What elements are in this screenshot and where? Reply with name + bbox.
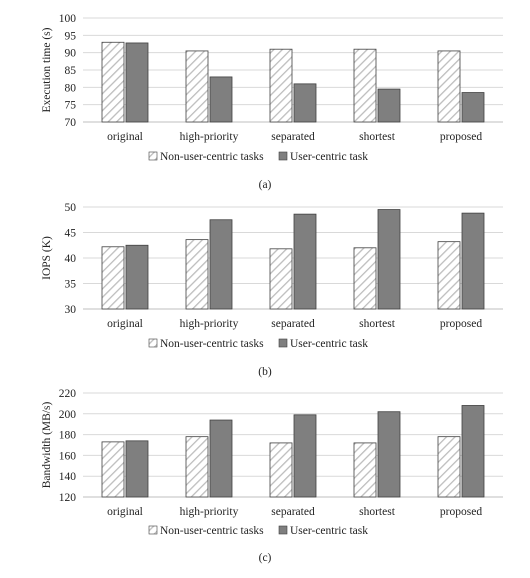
y-tick-label: 100 (59, 13, 77, 25)
bar-user-centric (209, 419, 233, 498)
x-category-label: proposed (440, 506, 482, 518)
bar-non-user-centric (269, 248, 293, 310)
x-category-label: high-priority (180, 318, 239, 330)
chart-0: 70 75 80 85 90 95 100 Execution time (s) origina… (41, 13, 503, 191)
bar-non-user-centric (185, 50, 209, 123)
y-tick-label: 180 (59, 430, 77, 442)
bar-non-user-centric (353, 442, 377, 498)
x-category-label: separated (271, 318, 315, 330)
legend-user-centric-swatch (278, 338, 288, 348)
x-category-label: high-priority (180, 131, 239, 143)
bar-non-user-centric (269, 48, 293, 123)
y-tick-label: 90 (65, 48, 77, 60)
x-category-label: proposed (440, 131, 482, 143)
bar-user-centric (293, 414, 317, 498)
x-category-label: original (107, 131, 143, 143)
bar-user-centric (209, 219, 233, 310)
y-tick-label: 45 (65, 228, 77, 240)
bar-non-user-centric (101, 41, 125, 123)
bar-non-user-centric (185, 436, 209, 498)
chart-caption: (c) (259, 552, 272, 564)
bar-user-centric (377, 88, 401, 123)
bar-user-centric (377, 209, 401, 310)
x-category-label: proposed (440, 318, 482, 330)
y-tick-label: 75 (65, 100, 77, 112)
x-category-label: original (107, 318, 143, 330)
y-tick-label: 50 (65, 202, 77, 214)
chart-caption: (a) (259, 179, 272, 191)
legend-non-user-centric-label: Non-user-centric tasks (160, 151, 264, 163)
bar-user-centric (293, 83, 317, 123)
legend-user-centric-swatch (278, 151, 288, 161)
y-tick-label: 160 (59, 450, 77, 462)
y-tick-label: 140 (59, 471, 77, 483)
legend-non-user-centric-swatch (148, 525, 158, 535)
x-category-label: shortest (359, 131, 396, 143)
y-tick-label: 120 (59, 492, 77, 504)
bar-non-user-centric (437, 50, 461, 123)
bar-user-centric (209, 76, 233, 123)
y-axis-label: Execution time (s) (41, 27, 53, 112)
y-tick-label: 220 (59, 388, 77, 400)
x-category-label: high-priority (180, 506, 239, 518)
bar-user-centric (125, 440, 149, 498)
bar-non-user-centric (101, 246, 125, 310)
y-tick-label: 95 (65, 30, 77, 42)
y-tick-label: 70 (65, 117, 77, 129)
legend-non-user-centric-label: Non-user-centric tasks (160, 525, 264, 537)
chart-caption: (b) (258, 366, 272, 378)
y-axis-label: Bandwidth (MB/s) (41, 402, 53, 489)
bar-non-user-centric (269, 442, 293, 498)
x-category-label: separated (271, 506, 315, 518)
y-tick-label: 85 (65, 65, 77, 77)
x-category-label: shortest (359, 318, 396, 330)
bar-user-centric (125, 244, 149, 310)
legend-non-user-centric-label: Non-user-centric tasks (160, 338, 264, 350)
legend-user-centric-label: User-centric task (290, 338, 368, 350)
bar-user-centric (461, 212, 485, 310)
bar-non-user-centric (353, 247, 377, 310)
y-tick-label: 80 (65, 82, 77, 94)
x-category-label: original (107, 506, 143, 518)
legend-user-centric-swatch (278, 525, 288, 535)
bar-non-user-centric (437, 436, 461, 498)
y-tick-label: 35 (65, 279, 77, 291)
x-category-label: separated (271, 131, 315, 143)
y-tick-label: 40 (65, 253, 77, 265)
x-category-label: shortest (359, 506, 396, 518)
y-axis-label: IOPS (K) (41, 236, 53, 280)
legend-non-user-centric-swatch (148, 151, 158, 161)
legend-user-centric-label: User-centric task (290, 151, 368, 163)
y-tick-label: 30 (65, 304, 77, 316)
chart-2: 120 140 160 180 200 220 Bandwidth (MB/s) origin… (41, 388, 503, 564)
bar-user-centric (293, 213, 317, 310)
bar-user-centric (461, 92, 485, 123)
bar-non-user-centric (185, 239, 209, 310)
bar-non-user-centric (437, 241, 461, 310)
y-tick-label: 200 (59, 409, 77, 421)
legend-non-user-centric-swatch (148, 338, 158, 348)
bar-non-user-centric (101, 441, 125, 498)
bar-user-centric (461, 405, 485, 498)
bar-user-centric (125, 42, 149, 123)
bar-non-user-centric (353, 48, 377, 123)
chart-1: 30 35 40 45 50 IOPS (K) original high-priority s… (41, 202, 503, 378)
legend-user-centric-label: User-centric task (290, 525, 368, 537)
bar-user-centric (377, 411, 401, 498)
